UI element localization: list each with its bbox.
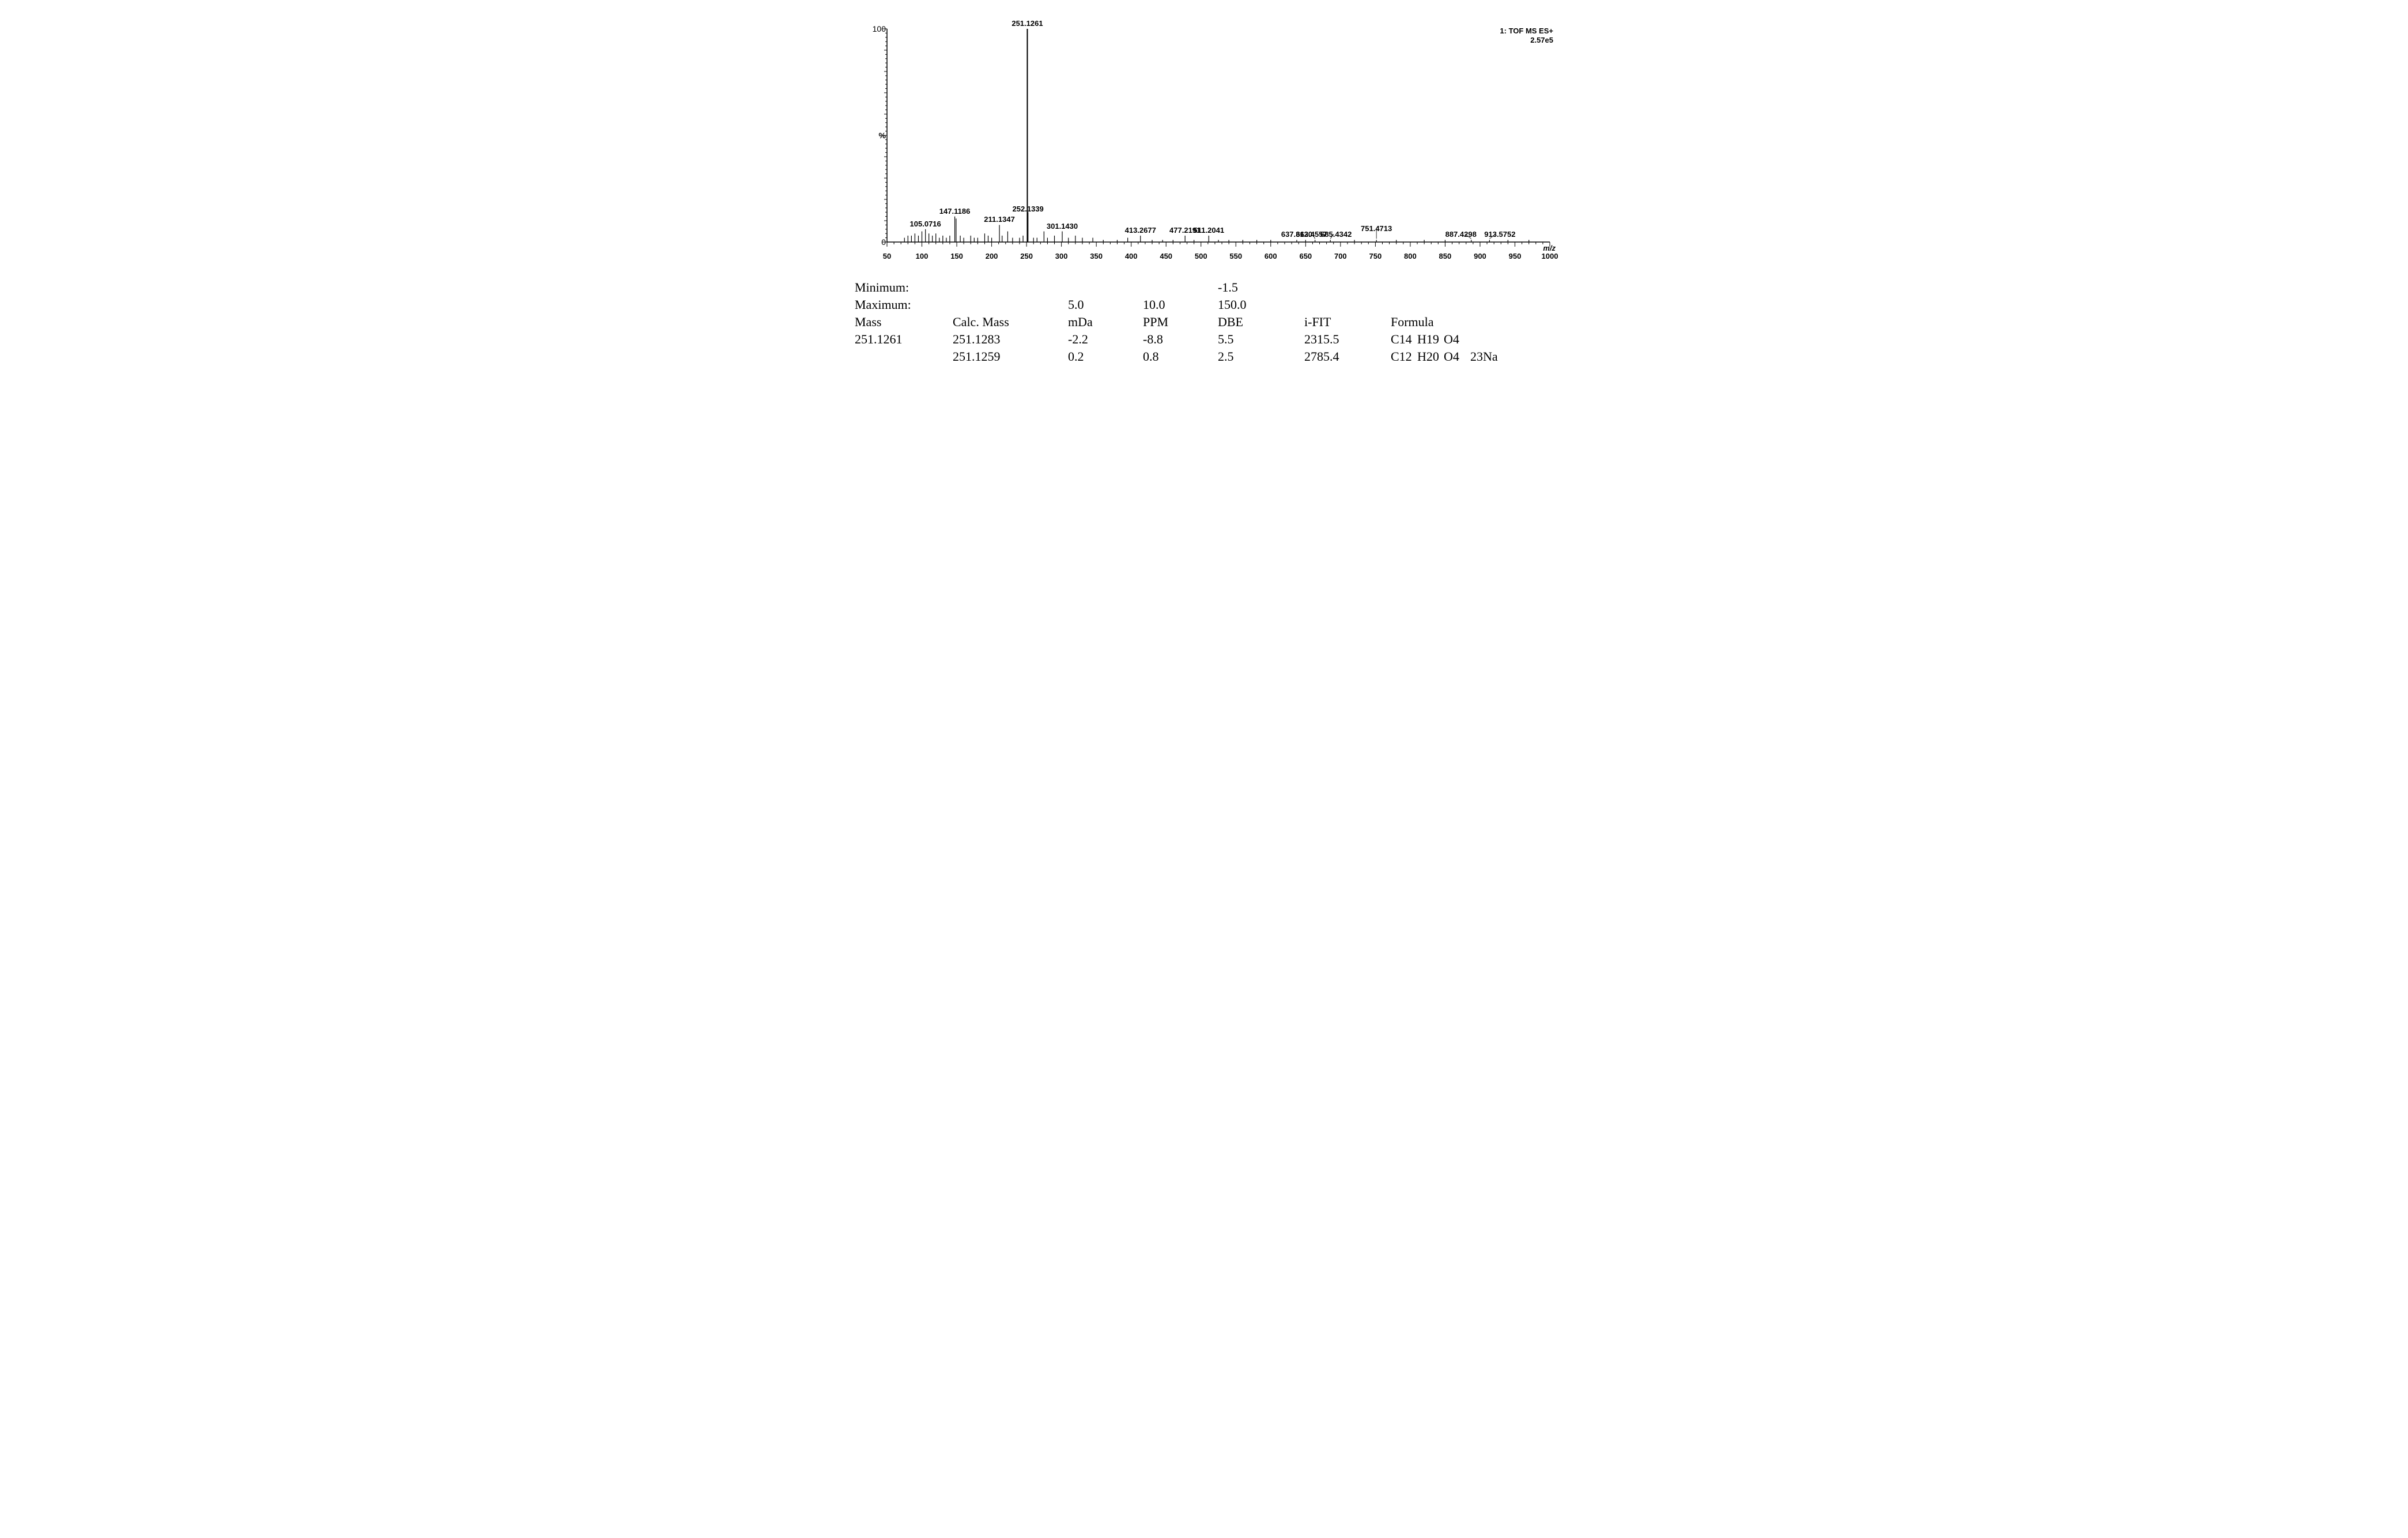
x-axis-title: m/z — [1543, 244, 1556, 252]
peak-label: 211.1347 — [984, 215, 1015, 224]
col-formula-header: Formula — [1388, 313, 1556, 331]
x-tick-label: 1000 — [1542, 252, 1558, 260]
minimum-row: Minimum: -1.5 — [852, 279, 1556, 296]
x-tick-label: 450 — [1160, 252, 1172, 260]
col-mass-header: Mass — [852, 313, 950, 331]
x-tick-label: 900 — [1474, 252, 1486, 260]
cell-mda: 0.2 — [1066, 348, 1141, 365]
elemental-composition-table: Minimum: -1.5 Maximum: 5.0 10.0 150.0 Ma… — [852, 279, 1556, 365]
x-tick-label: 300 — [1055, 252, 1068, 260]
cell-calc-mass: 251.1283 — [950, 331, 1066, 348]
cell-ppm: 0.8 — [1141, 348, 1216, 365]
x-tick-label: 350 — [1090, 252, 1103, 260]
page-root: 1: TOF MS ES+ 2.57e5 105.0716147.1186211… — [841, 0, 1567, 377]
y-tick-label: 0 — [881, 237, 886, 247]
plot-area: 105.0716147.1186211.1347251.1261252.1339… — [887, 29, 1550, 242]
x-tick-label: 150 — [950, 252, 963, 260]
x-tick-label: 550 — [1229, 252, 1242, 260]
peak-label: 511.2041 — [1194, 226, 1225, 235]
cell-formula: C14H19O4 — [1388, 331, 1556, 348]
x-tick-label: 250 — [1020, 252, 1033, 260]
formula-part: O4 — [1444, 349, 1470, 364]
x-tick-label: 400 — [1125, 252, 1138, 260]
x-tick-label: 650 — [1299, 252, 1312, 260]
peak-label: 685.4342 — [1320, 230, 1352, 239]
peak-label: 887.4298 — [1445, 230, 1477, 239]
x-tick-label: 200 — [986, 252, 998, 260]
peak-label: 913.5752 — [1484, 230, 1515, 239]
mass-spectrum-chart: 1: TOF MS ES+ 2.57e5 105.0716147.1186211… — [852, 23, 1556, 265]
cell-mass: 251.1261 — [852, 331, 950, 348]
col-mda-header: mDa — [1066, 313, 1141, 331]
spectrum-svg — [887, 29, 1550, 242]
cell-dbe: 5.5 — [1216, 331, 1302, 348]
x-tick-label: 100 — [916, 252, 929, 260]
formula-part: C14 — [1391, 332, 1417, 347]
peak-label: 105.0716 — [910, 220, 941, 228]
col-ppm-header: PPM — [1141, 313, 1216, 331]
x-tick-label: 850 — [1439, 252, 1452, 260]
cell-ifit: 2785.4 — [1302, 348, 1388, 365]
formula-part: C12 — [1391, 349, 1417, 364]
cell-calc-mass: 251.1259 — [950, 348, 1066, 365]
min-dbe-value: -1.5 — [1216, 279, 1302, 296]
max-ppm-value: 10.0 — [1141, 296, 1216, 313]
header-row: Mass Calc. Mass mDa PPM DBE i-FIT Formul… — [852, 313, 1556, 331]
peak-label: 147.1186 — [939, 207, 971, 216]
cell-mda: -2.2 — [1066, 331, 1141, 348]
table-row: 251.12590.20.82.52785.4C12H20O423Na — [852, 348, 1556, 365]
max-dbe-value: 150.0 — [1216, 296, 1302, 313]
peak-label: 251.1261 — [1011, 19, 1043, 28]
cell-formula: C12H20O423Na — [1388, 348, 1556, 365]
formula-part: 23Na — [1470, 349, 1498, 364]
y-tick-label: % — [879, 131, 886, 140]
cell-mass — [852, 348, 950, 365]
formula-part: O4 — [1444, 332, 1470, 347]
formula-part: H19 — [1417, 332, 1444, 347]
peak-label: 301.1430 — [1047, 222, 1078, 230]
maximum-label: Maximum: — [852, 296, 950, 313]
maximum-row: Maximum: 5.0 10.0 150.0 — [852, 296, 1556, 313]
peak-label: 413.2677 — [1125, 226, 1156, 235]
x-tick-label: 950 — [1509, 252, 1522, 260]
col-dbe-header: DBE — [1216, 313, 1302, 331]
x-tick-label: 50 — [883, 252, 891, 260]
x-tick-label: 750 — [1369, 252, 1382, 260]
x-tick-label: 600 — [1265, 252, 1277, 260]
cell-dbe: 2.5 — [1216, 348, 1302, 365]
x-tick-label: 500 — [1195, 252, 1207, 260]
x-tick-label: 800 — [1404, 252, 1417, 260]
cell-ifit: 2315.5 — [1302, 331, 1388, 348]
table-row: 251.1261251.1283-2.2-8.85.52315.5C14H19O… — [852, 331, 1556, 348]
y-tick-label: 100 — [873, 24, 886, 33]
peak-label: 751.4713 — [1361, 224, 1392, 233]
cell-ppm: -8.8 — [1141, 331, 1216, 348]
max-mda-value: 5.0 — [1066, 296, 1141, 313]
formula-part: H20 — [1417, 349, 1444, 364]
peak-label: 252.1339 — [1013, 205, 1044, 213]
col-calcmass-header: Calc. Mass — [950, 313, 1066, 331]
col-ifit-header: i-FIT — [1302, 313, 1388, 331]
x-tick-label: 700 — [1334, 252, 1347, 260]
minimum-label: Minimum: — [852, 279, 950, 296]
